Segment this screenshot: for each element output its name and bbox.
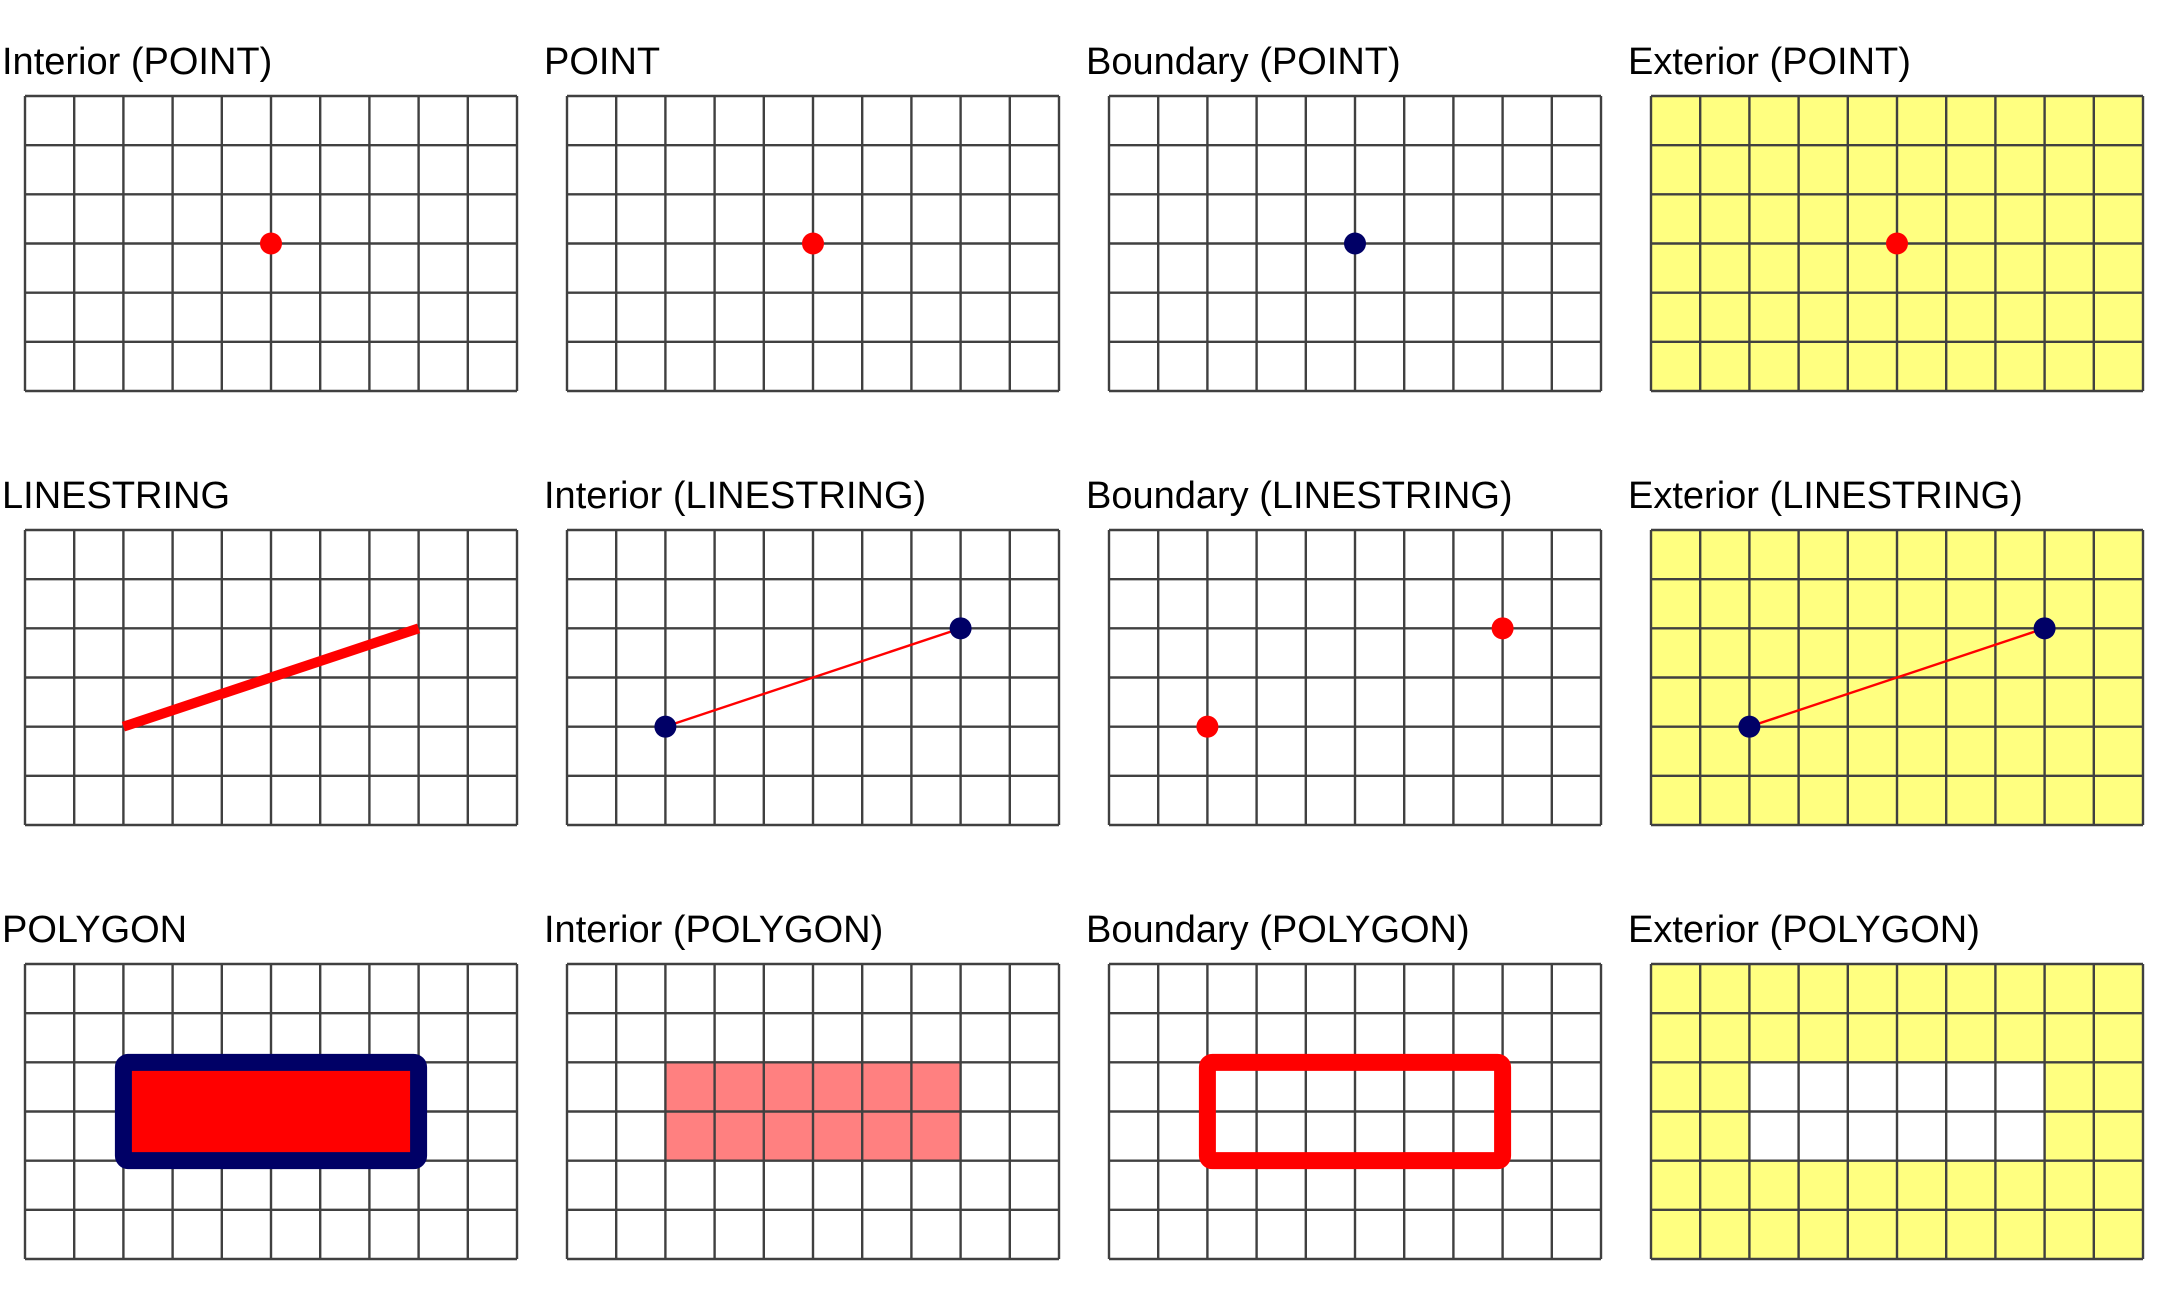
- exterior-point-title: Exterior (POINT): [1628, 41, 1911, 83]
- geometry-point: [1196, 715, 1219, 738]
- geometry-point: [949, 617, 972, 640]
- grid: [1107, 528, 1603, 827]
- exterior-polygon-title: Exterior (POLYGON): [1628, 909, 1980, 951]
- polygon-shape: [114, 1053, 428, 1170]
- polygon-boundary: [1198, 1053, 1512, 1170]
- linestring-line: [665, 627, 961, 728]
- grid: [1649, 94, 2145, 393]
- linestring-title: LINESTRING: [2, 475, 231, 517]
- interior-point-panel: [23, 94, 519, 393]
- geometry-point: [260, 232, 282, 255]
- boundary-polygon-panel: [1107, 962, 1603, 1261]
- grid: [1649, 528, 2145, 827]
- boundary-polygon-title: Boundary (POLYGON): [1086, 909, 1470, 951]
- linestring-line: [121, 623, 421, 732]
- interior-linestring-title: Interior (LINESTRING): [544, 475, 927, 517]
- linestring-line: [1749, 627, 2045, 728]
- interior-linestring-panel: [565, 528, 1061, 827]
- interior-polygon-title: Interior (POLYGON): [544, 909, 884, 951]
- exterior-point-panel: [1649, 94, 2145, 393]
- exterior-linestring-title: Exterior (LINESTRING): [1628, 475, 2023, 517]
- grid: [565, 962, 1061, 1261]
- boundary-point-title: Boundary (POINT): [1086, 41, 1401, 83]
- grid: [1649, 962, 2145, 1261]
- exterior-polygon-panel: [1649, 962, 2145, 1261]
- geometry-point: [1491, 617, 1514, 640]
- interior-point-title: Interior (POINT): [2, 41, 273, 83]
- point-title: POINT: [544, 41, 661, 83]
- grid: [23, 528, 519, 827]
- geometry-point: [2033, 617, 2056, 640]
- exterior-linestring-panel: [1649, 528, 2145, 827]
- geometry-point: [654, 715, 677, 738]
- geometry-point: [802, 232, 824, 255]
- point-panel: [565, 94, 1061, 393]
- linestring-panel: [23, 528, 519, 827]
- boundary-point-panel: [1107, 94, 1603, 393]
- geometry-point: [1344, 232, 1366, 255]
- polygon-panel: [23, 962, 519, 1261]
- interior-polygon-panel: [565, 962, 1061, 1261]
- boundary-linestring-panel: [1107, 528, 1603, 827]
- grid: [565, 94, 1061, 393]
- geometry-point: [1738, 715, 1761, 738]
- boundary-linestring-title: Boundary (LINESTRING): [1086, 475, 1513, 517]
- polygon-title: POLYGON: [2, 909, 188, 951]
- geometry-point: [1886, 232, 1908, 255]
